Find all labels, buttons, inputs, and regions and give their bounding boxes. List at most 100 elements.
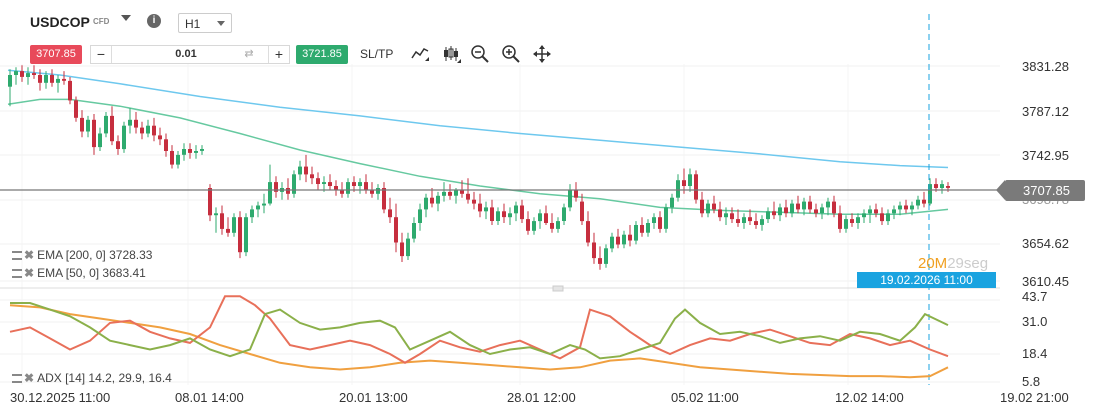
symbol-dropdown-icon[interactable] <box>121 15 131 21</box>
candle-body <box>730 213 734 220</box>
candle-body <box>694 174 698 200</box>
candle-body <box>394 217 398 243</box>
candle-body <box>134 119 138 128</box>
candle-body <box>616 236 620 245</box>
candle-body <box>220 213 224 229</box>
candle-body <box>838 213 842 229</box>
candle-body <box>92 119 96 148</box>
time-tick: 28.01 12:00 <box>507 390 576 405</box>
candle-body <box>86 119 90 132</box>
candle-body <box>826 201 830 208</box>
adx-legend[interactable]: ✖ ADX [14] 14.2, 29.9, 16.4 <box>12 371 172 385</box>
close-icon[interactable]: ✖ <box>24 371 35 385</box>
candle-body <box>8 75 12 87</box>
candle-body <box>74 100 78 118</box>
settings-icon[interactable] <box>12 251 22 260</box>
symbol-name[interactable]: USDCOP <box>30 14 90 30</box>
candle-body <box>664 207 668 229</box>
line-chart-icon[interactable] <box>410 44 430 64</box>
plus-di-line <box>10 302 949 360</box>
candle-body <box>514 205 518 214</box>
move-icon[interactable] <box>532 44 552 64</box>
candle-body <box>808 201 812 210</box>
candle-body <box>182 149 186 155</box>
candle-body <box>370 189 374 194</box>
swap-icon[interactable]: ⇄ <box>244 48 254 60</box>
candle-body <box>880 213 884 222</box>
candle-body <box>508 213 512 218</box>
close-icon[interactable]: ✖ <box>24 248 35 262</box>
candle-body <box>250 209 254 218</box>
candle-body <box>742 217 746 223</box>
candle-body <box>532 221 536 231</box>
candle-body <box>916 199 920 206</box>
ema50-path <box>7 98 949 216</box>
toolbar: USDCOP CFD i H1 <box>0 0 1096 44</box>
candle-body <box>622 234 626 245</box>
candle-body <box>568 189 572 208</box>
candle-body <box>340 189 344 194</box>
candle-body <box>766 211 770 220</box>
timeframe-value: H1 <box>185 17 201 31</box>
candle-body <box>634 225 638 241</box>
info-icon[interactable]: i <box>147 14 161 28</box>
candle-body <box>146 125 150 134</box>
volume-input[interactable]: 0.01 <box>175 48 197 60</box>
close-icon[interactable]: ✖ <box>24 266 35 280</box>
candle-body <box>496 211 500 221</box>
time-tick: 20.01 13:00 <box>339 390 408 405</box>
candle-body <box>68 80 72 101</box>
candle-body <box>98 133 102 148</box>
sltp-button[interactable]: SL/TP <box>360 47 394 61</box>
candle-body <box>946 186 950 188</box>
candle-body <box>802 201 806 210</box>
indicator-tick: 31.0 <box>1022 314 1048 329</box>
candle-body <box>44 75 48 83</box>
zoom-in-icon[interactable] <box>501 44 521 64</box>
ema200-legend[interactable]: ✖ EMA [200, 0] 3728.33 <box>12 248 152 262</box>
candle-body <box>676 180 680 198</box>
candle-body <box>574 189 578 198</box>
candle-body <box>20 71 24 77</box>
candle-body <box>358 182 362 186</box>
settings-icon[interactable] <box>12 374 22 383</box>
zoom-out-icon[interactable] <box>470 44 490 64</box>
candle-body <box>874 209 878 214</box>
candle-body <box>352 182 356 186</box>
buy-price-button[interactable]: 3721.85 <box>296 45 348 64</box>
sell-price-button[interactable]: 3707.85 <box>30 45 82 64</box>
candle-body <box>424 197 428 210</box>
volume-increase-button[interactable]: + <box>268 46 289 63</box>
ema50-legend[interactable]: ✖ EMA [50, 0] 3683.41 <box>12 266 146 280</box>
candle-chart-icon[interactable] <box>441 44 461 64</box>
candle-body <box>80 117 84 132</box>
candle-body <box>328 182 332 186</box>
ema200-path <box>7 69 949 169</box>
adx-lines <box>9 295 949 379</box>
settings-icon[interactable] <box>12 269 22 278</box>
candle-body <box>550 223 554 229</box>
candle-body <box>388 209 392 218</box>
candle-body <box>454 189 458 196</box>
volume-decrease-button[interactable]: − <box>91 46 112 63</box>
price-tick: 3787.12 <box>1022 104 1069 119</box>
candle-body <box>14 71 18 75</box>
candle-body <box>934 184 938 188</box>
candle-body <box>208 188 212 216</box>
candle-body <box>724 213 728 218</box>
timeframe-select[interactable]: H1 <box>178 13 232 33</box>
candle-body <box>62 78 66 81</box>
indicator-tick: 43.7 <box>1022 289 1048 304</box>
candle-body <box>418 209 422 223</box>
candle-body <box>784 207 788 214</box>
candle-body <box>790 203 794 214</box>
pane-resize-handle[interactable] <box>552 285 564 292</box>
candle-body <box>164 139 168 151</box>
candle-body <box>334 186 338 190</box>
candle-body <box>188 149 192 153</box>
candle-body <box>122 125 126 150</box>
candle-body <box>170 151 174 165</box>
time-tick: 08.01 14:00 <box>175 390 244 405</box>
candle-body <box>922 199 926 204</box>
